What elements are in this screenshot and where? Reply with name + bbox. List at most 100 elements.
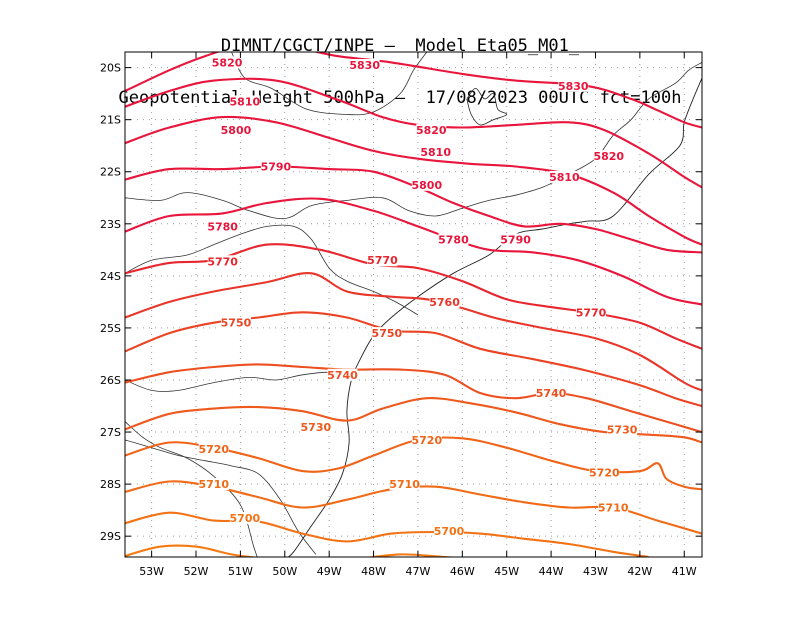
x-tick-label: 51W	[228, 565, 253, 578]
contour-label-bg	[198, 478, 229, 491]
contour-label: 5780	[207, 220, 238, 233]
coastline	[287, 77, 702, 557]
contour-label-bg	[420, 145, 451, 158]
map-frame	[124, 51, 703, 558]
x-tick-label: 53W	[139, 565, 164, 578]
contour-label-bg	[589, 466, 620, 479]
contour-label: 5750	[221, 317, 252, 330]
contour-label-bg	[411, 178, 442, 191]
contour-label-bg	[260, 160, 291, 173]
contour-label-bg	[207, 255, 238, 268]
x-tick-label: 48W	[361, 565, 386, 578]
contour-label: 5770	[207, 255, 238, 268]
contour-label: 5720	[412, 434, 443, 447]
x-tick-label: 45W	[494, 565, 519, 578]
y-tick-label: 25S	[100, 322, 121, 335]
contour-label: 5820	[593, 150, 624, 163]
contour-label: 5790	[500, 233, 531, 246]
contour-label: 5810	[549, 171, 580, 184]
geographic-boundaries	[125, 52, 702, 557]
contour-label-bg	[576, 306, 607, 319]
contour-5750	[125, 311, 702, 408]
x-tick-label: 43W	[583, 565, 608, 578]
contour-label: 5800	[412, 179, 443, 192]
contour-labels: 5820 5830 5830 5810 5820 5820 5800 5810 5810 5790…	[198, 56, 637, 538]
y-tick-label: 24S	[100, 270, 121, 283]
state-boundary	[125, 421, 258, 557]
contour-5800	[125, 115, 702, 246]
contour-5700	[125, 511, 649, 557]
x-tick-label: 50W	[272, 565, 297, 578]
y-tick-label: 23S	[100, 218, 121, 231]
contour-label-bg	[371, 327, 402, 340]
contour-label-bg	[549, 170, 580, 183]
title-line-2: Geopotential Height 500hPa – 17/08/2023 …	[118, 88, 682, 108]
x-tick-label: 52W	[184, 565, 209, 578]
contour-5830	[125, 52, 702, 129]
y-tick-label: 26S	[100, 374, 121, 387]
x-tick-label: 44W	[539, 565, 564, 578]
contour-label-bg	[558, 79, 589, 92]
contour-label: 5720	[589, 467, 620, 480]
y-tick-label: 27S	[100, 426, 121, 439]
contour-lines	[125, 52, 702, 557]
contour-label-bg	[220, 124, 251, 137]
contour-label-bg	[229, 95, 260, 108]
contour-label: 5820	[416, 124, 447, 137]
x-tick-label: 42W	[627, 565, 652, 578]
axis-ticks: 53W 52W 51W 50W 49W 48W 47W 46W 45W 44W 43W 42W 41W 2…	[100, 52, 702, 578]
contour-label-bg	[207, 220, 238, 233]
y-tick-label: 22S	[100, 166, 121, 179]
contour-label-bg	[429, 295, 460, 308]
state-boundary	[125, 371, 347, 392]
contour-label: 5830	[349, 59, 380, 72]
contour-label: 5710	[389, 478, 420, 491]
y-tick-label: 20S	[100, 62, 121, 75]
state-boundary	[231, 52, 428, 116]
contour-5720	[125, 436, 702, 491]
contour-label-bg	[349, 59, 380, 72]
contour-label: 5810	[420, 146, 451, 159]
contour-5740	[125, 363, 702, 434]
contour-label-bg	[300, 420, 331, 433]
contour-label-bg	[411, 433, 442, 446]
contour-label: 5740	[536, 387, 567, 400]
contour-label-bg	[438, 233, 469, 246]
contour-label: 5710	[598, 502, 629, 515]
x-tick-label: 49W	[317, 565, 342, 578]
contour-label: 5780	[438, 233, 469, 246]
contour-label-bg	[212, 56, 243, 69]
lake-outline	[466, 87, 508, 126]
contour-label-bg	[198, 443, 229, 456]
x-tick-label: 41W	[672, 565, 697, 578]
y-tick-label: 21S	[100, 114, 121, 127]
contour-label: 5760	[429, 296, 460, 309]
x-tick-label: 46W	[450, 565, 475, 578]
contour-label-bg	[593, 150, 624, 163]
contour-label-bg	[220, 316, 251, 329]
state-boundary	[125, 62, 702, 220]
contour-label-bg	[367, 254, 398, 267]
contour-label: 5800	[221, 124, 252, 137]
contour-label: 5730	[301, 421, 332, 434]
contour-label: 5820	[212, 56, 243, 69]
contour-label: 5740	[327, 369, 358, 382]
contour-label: 5770	[367, 254, 398, 267]
contour-label-bg	[416, 124, 447, 137]
contour-label: 5810	[230, 95, 261, 108]
y-tick-label: 28S	[100, 478, 121, 491]
contour-label-bg	[500, 233, 531, 246]
contour-label-bg	[536, 387, 567, 400]
contour-label: 5750	[372, 327, 403, 340]
y-tick-label: 29S	[100, 530, 121, 543]
contour-label: 5770	[576, 306, 607, 319]
contour-5790	[125, 165, 702, 254]
contour-label: 5790	[261, 161, 292, 174]
title-line-1: DIMNT/CGCT/INPE – Model Eta05_M01_	[220, 36, 580, 56]
contour-5780	[125, 197, 702, 306]
contour-5690	[125, 544, 259, 557]
contour-label-bg	[389, 478, 420, 491]
contour-label: 5710	[198, 478, 229, 491]
contour-label-bg	[229, 511, 260, 524]
